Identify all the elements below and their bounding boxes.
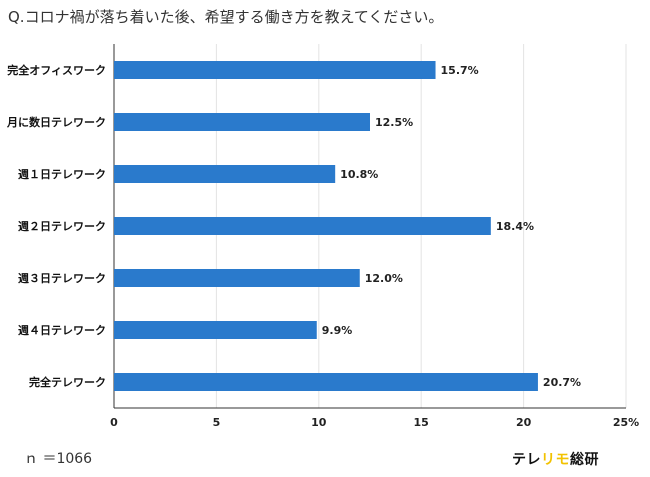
x-tick-label: 20 bbox=[516, 416, 532, 429]
data-label: 18.4% bbox=[496, 220, 534, 233]
brand-logo-part-2: リモ bbox=[541, 452, 570, 468]
brand-logo-part-1: テレ bbox=[512, 452, 541, 468]
category-label: 週１日テレワーク bbox=[18, 167, 106, 181]
data-label: 12.0% bbox=[365, 272, 403, 285]
category-label: 月に数日テレワーク bbox=[6, 115, 106, 129]
data-label: 12.5% bbox=[375, 116, 413, 129]
brand-logo: テレリモ総研 bbox=[512, 449, 599, 469]
bar bbox=[114, 61, 436, 79]
data-label: 15.7% bbox=[441, 64, 479, 77]
bar bbox=[114, 373, 538, 391]
bar bbox=[114, 165, 336, 183]
data-label: 20.7% bbox=[543, 376, 581, 389]
sample-size-note: ｎ ＝1066 bbox=[24, 451, 93, 467]
category-label: 完全オフィスワーク bbox=[7, 63, 106, 77]
data-label: 9.9% bbox=[322, 324, 353, 337]
category-label: 週２日テレワーク bbox=[18, 219, 106, 233]
x-tick-label: 5 bbox=[213, 416, 221, 429]
bar bbox=[114, 217, 491, 235]
brand-logo-part-3: 総研 bbox=[570, 452, 599, 468]
category-label: 完全テレワーク bbox=[29, 375, 106, 389]
bar bbox=[114, 269, 360, 287]
x-tick-label: 10 bbox=[311, 416, 327, 429]
data-label: 10.8% bbox=[340, 168, 378, 181]
category-label: 週４日テレワーク bbox=[18, 323, 106, 337]
chart-title: Q.コロナ禍が落ち着いた後、希望する働き方を教えてください。 bbox=[8, 8, 444, 26]
category-label: 週３日テレワーク bbox=[18, 271, 106, 285]
bar bbox=[114, 113, 370, 131]
x-tick-label: 25% bbox=[613, 416, 639, 429]
bar bbox=[114, 321, 317, 339]
x-tick-label: 15 bbox=[414, 416, 429, 429]
x-tick-label: 0 bbox=[110, 416, 118, 429]
